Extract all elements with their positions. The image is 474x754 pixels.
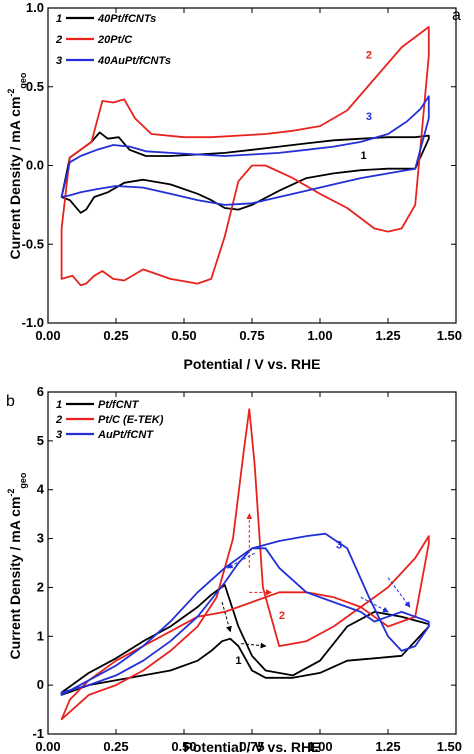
panel-b-y-axis-label-sup: -2 bbox=[6, 489, 16, 497]
panel-b-x-tick-label: 0.25 bbox=[103, 739, 128, 754]
panel-b-direction-arrow bbox=[241, 642, 267, 649]
panel-a-y-axis-label: Current Density / mA cm-2geo bbox=[6, 72, 28, 259]
panel-a-y-tick-label: 0.0 bbox=[26, 158, 44, 173]
panel-b-chart: b -1 0 1 2 3 4 5 6 0.00 0.25 0.50 0.75 1.00 1.25 1.50… bbox=[6, 384, 462, 754]
panel-b-y-tick-label: 5 bbox=[37, 433, 44, 448]
panel-a-curve-label-2: 2 bbox=[366, 49, 372, 61]
panel-b-y-ticks: -1 0 1 2 3 4 5 6 bbox=[32, 384, 456, 741]
panel-b-y-tick-label: 4 bbox=[37, 482, 45, 497]
panel-b-curve-label-3: 3 bbox=[336, 539, 342, 551]
panel-b-y-tick-label: -1 bbox=[32, 726, 44, 741]
panel-b-y-tick-label: 2 bbox=[37, 579, 44, 594]
panel-a-y-axis-label-sup: -2 bbox=[6, 89, 16, 97]
panel-b-legend-number: 3 bbox=[56, 429, 62, 441]
panel-b-y-axis-label-main: Current Density / mA cm bbox=[7, 497, 23, 660]
panel-a-x-tick-label: 0.75 bbox=[239, 328, 264, 343]
panel-a-legend-number: 2 bbox=[55, 34, 62, 46]
panel-b-y-tick-label: 0 bbox=[37, 677, 44, 692]
panel-b-direction-arrow bbox=[221, 601, 232, 633]
panel-a-legend-entry: 40Pt/fCNTs bbox=[97, 13, 156, 25]
panel-b-x-tick-label: 1.25 bbox=[375, 739, 400, 754]
panel-a-legend-entry: 20Pt/C bbox=[97, 34, 133, 46]
panel-b-series bbox=[60, 408, 430, 721]
panel-b-legend: 1 Pt/fCNT 2 Pt/C (E-TEK) 3 AuPt/fCNT bbox=[55, 399, 164, 441]
panel-b-series-line-1 bbox=[60, 584, 430, 696]
panel-b-legend-entry: Pt/C (E-TEK) bbox=[98, 414, 164, 426]
panel-a-annotations: 1 2 3 bbox=[360, 49, 372, 162]
panel-a-y-axis-label-sub: geo bbox=[18, 72, 28, 89]
panel-a-x-tick-label: 0.00 bbox=[35, 328, 60, 343]
panel-a-series-line-3 bbox=[60, 95, 430, 206]
panel-b-direction-arrow bbox=[226, 552, 255, 569]
panel-b-y-tick-label: 6 bbox=[37, 384, 44, 399]
panel-a-curve-label-1: 1 bbox=[360, 150, 366, 162]
panel-a-legend-number: 1 bbox=[56, 13, 62, 25]
panel-b-curve-label-2: 2 bbox=[279, 610, 285, 622]
panel-b-label: b bbox=[6, 393, 15, 410]
panel-b-legend-number: 1 bbox=[56, 399, 62, 411]
panel-b-legend-number: 2 bbox=[55, 414, 62, 426]
panel-b-x-tick-label: 1.00 bbox=[307, 739, 332, 754]
panel-b-y-tick-label: 3 bbox=[37, 531, 44, 546]
panel-a-y-tick-label: 0.5 bbox=[26, 79, 44, 94]
panel-a-x-tick-label: 0.50 bbox=[171, 328, 196, 343]
panel-b-direction-arrow bbox=[387, 577, 411, 608]
panel-b-x-tick-label: 1.50 bbox=[437, 739, 462, 754]
panel-b-x-ticks: 0.00 0.25 0.50 0.75 1.00 1.25 1.50 bbox=[35, 392, 462, 754]
panel-b-x-tick-label: 0.00 bbox=[35, 739, 60, 754]
panel-b-annotations: 1 2 3 bbox=[235, 539, 342, 667]
panel-a-legend-entry: 40AuPt/fCNTs bbox=[97, 55, 171, 67]
panel-a-x-tick-label: 1.50 bbox=[437, 328, 462, 343]
panel-b-y-axis-label-sub: geo bbox=[18, 472, 28, 489]
panel-a-y-axis-label-main: Current Density / mA cm bbox=[7, 97, 23, 260]
panel-b-x-tick-label: 0.75 bbox=[239, 739, 264, 754]
panel-b-x-tick-label: 0.50 bbox=[171, 739, 196, 754]
panel-b-curve-label-1: 1 bbox=[235, 655, 241, 667]
panel-a-y-ticks: -1.0 -0.5 0.0 0.5 1.0 bbox=[22, 0, 456, 330]
panel-a-x-tick-label: 0.25 bbox=[103, 328, 128, 343]
panel-b-arrows bbox=[221, 513, 411, 649]
panel-a-y-tick-label: 1.0 bbox=[26, 0, 44, 15]
panel-a-x-axis-label: Potential / V vs. RHE bbox=[184, 356, 321, 372]
panel-a-chart: a -1.0-0.50.00.51.0 0.00 0.25 0.50 0.75 1.00… bbox=[6, 0, 462, 372]
panel-b-series-line-2 bbox=[60, 408, 430, 721]
panel-a-x-tick-label: 1.25 bbox=[375, 328, 400, 343]
panel-b-legend-entry: AuPt/fCNT bbox=[97, 429, 154, 441]
panel-a-y-tick-label: -0.5 bbox=[22, 236, 44, 251]
panel-a-legend: 1 40Pt/fCNTs 2 20Pt/C 3 40AuPt/fCNTs bbox=[55, 13, 171, 67]
panel-b-x-axis-label: Potential / V vs. RHE bbox=[184, 739, 321, 754]
panel-a-x-tick-label: 1.00 bbox=[307, 328, 332, 343]
panel-a-curve-label-3: 3 bbox=[366, 111, 372, 123]
panel-b-y-tick-label: 1 bbox=[37, 628, 44, 643]
panel-b-series-line-3 bbox=[60, 532, 430, 696]
panel-a-y-tick-label: -1.0 bbox=[22, 315, 44, 330]
panel-b-legend-entry: Pt/fCNT bbox=[98, 399, 140, 411]
panel-a-series-line-2 bbox=[60, 26, 430, 287]
panel-a-legend-number: 3 bbox=[56, 55, 62, 67]
panel-a-x-ticks: 0.00 0.25 0.50 0.75 1.00 1.25 1.50 bbox=[35, 8, 462, 343]
panel-a-series bbox=[60, 26, 430, 287]
panel-b-y-axis-label: Current Density / mA cm-2geo bbox=[6, 472, 28, 659]
panel-b-direction-arrow bbox=[360, 596, 389, 613]
